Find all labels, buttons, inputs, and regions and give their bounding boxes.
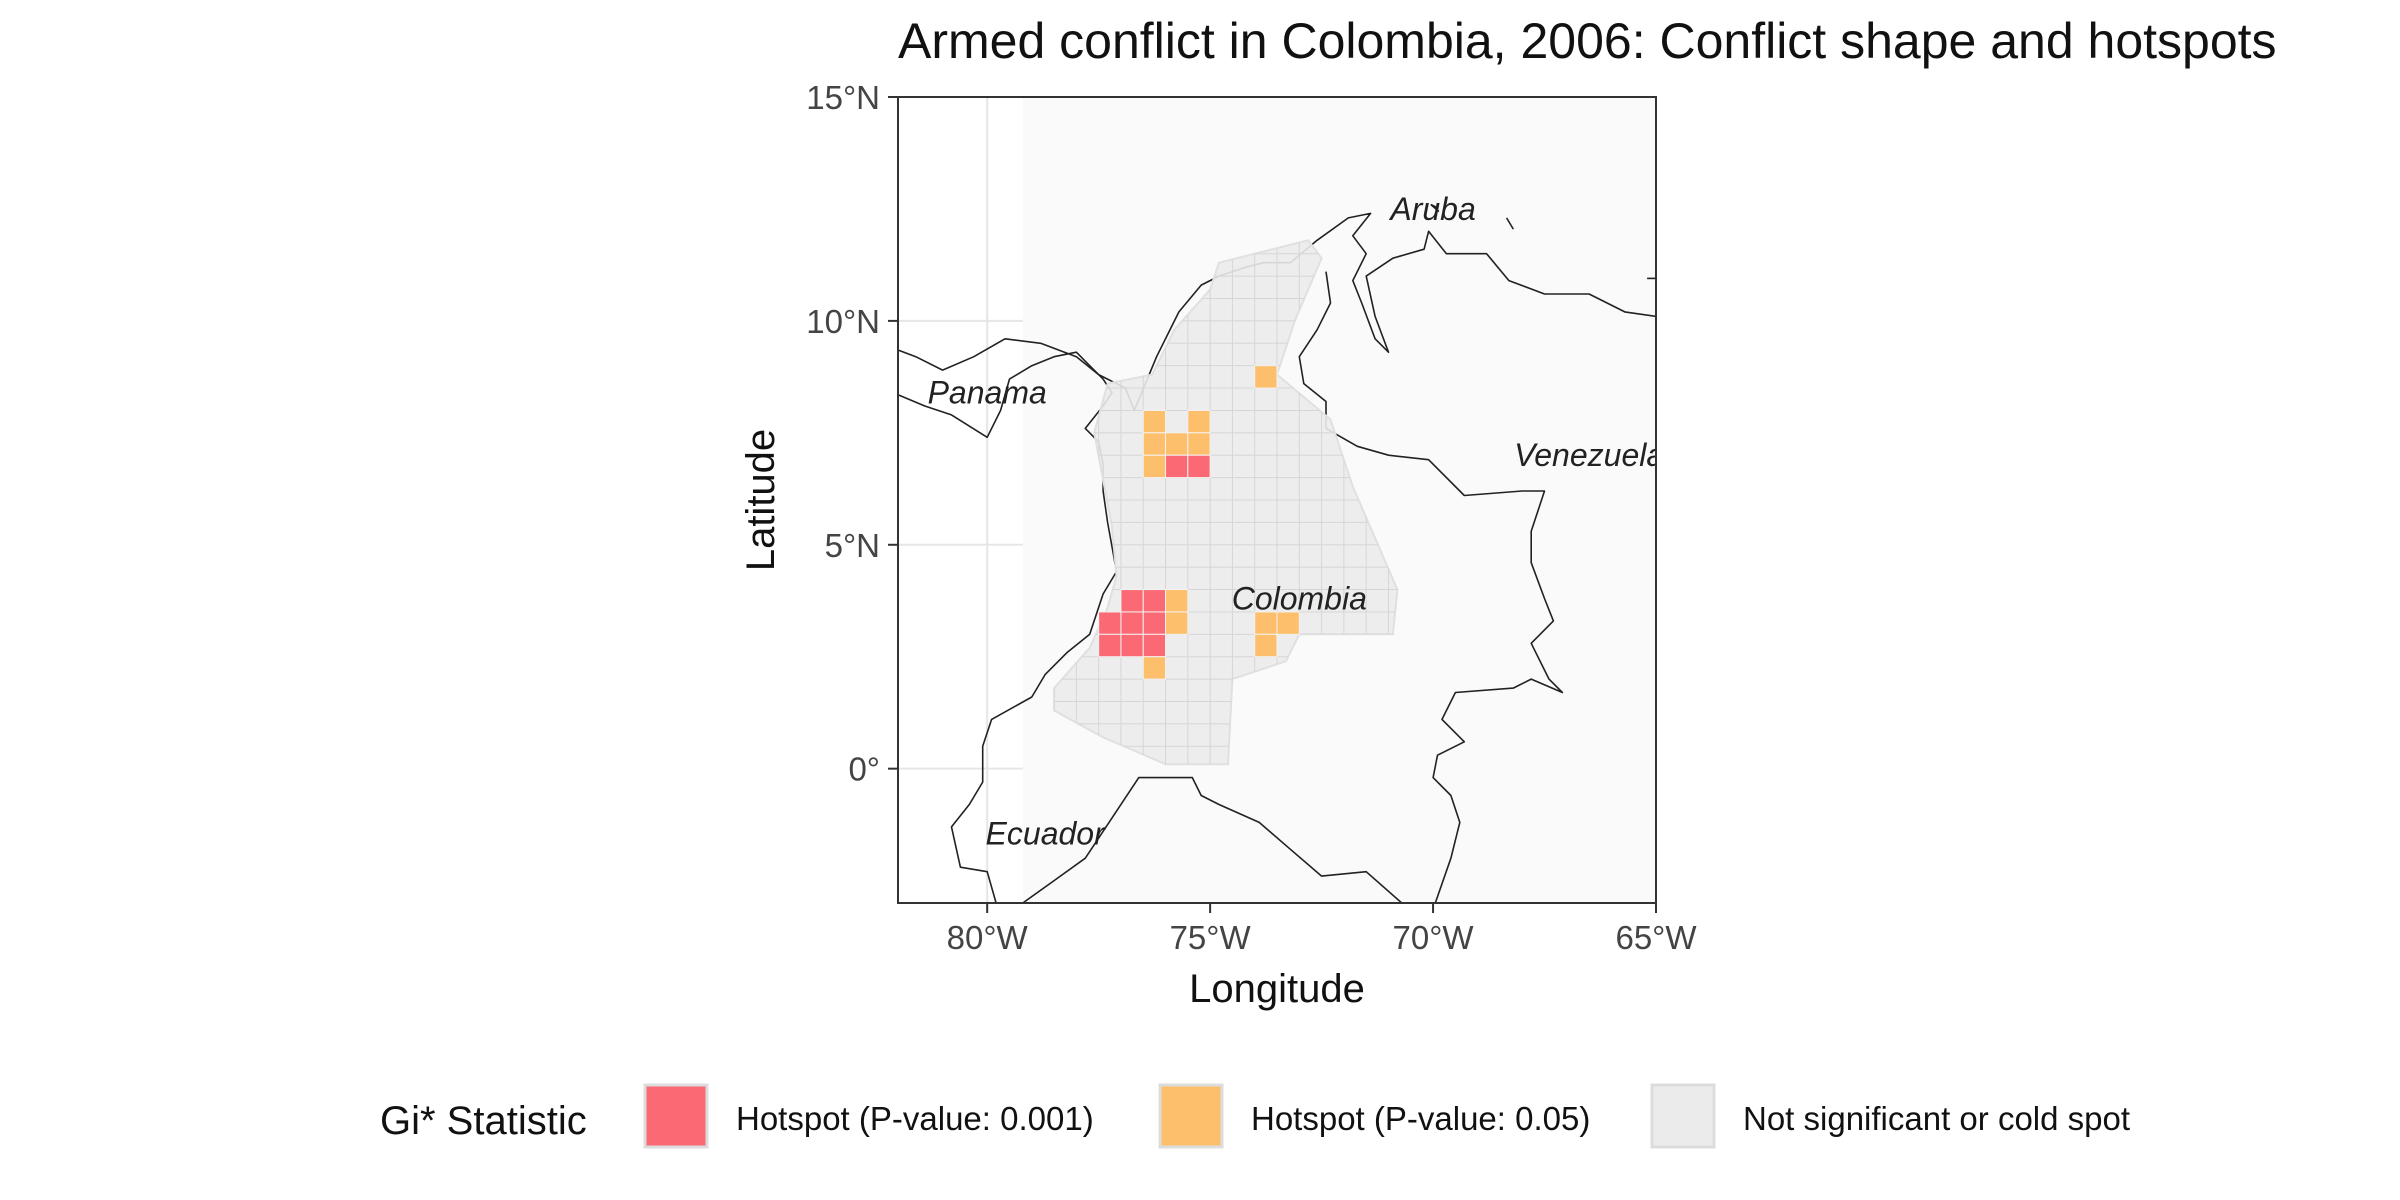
country-label-aruba: Aruba [1388,191,1475,227]
hotspot-cell-hot005 [1142,656,1167,680]
y-tick-label: 0° [848,751,880,788]
hotspot-cell-hot001 [1142,589,1167,613]
legend-label-hot001: Hotspot (P-value: 0.001) [736,1100,1094,1137]
hotspot-cell-hot005 [1187,432,1211,456]
country-labels: Aruba Panama Venezuela Colombia Ecuador [928,191,1664,852]
x-tick-label: 75°W [1170,919,1252,956]
hotspot-cell-hot001 [1098,633,1122,658]
country-label-panama: Panama [928,375,1047,411]
hotspot-cell-hot005 [1254,365,1278,389]
legend: Gi* Statistic Hotspot (P-value: 0.001) Ho… [380,1083,2130,1149]
country-label-venezuela: Venezuela [1514,437,1664,473]
hotspot-cell-hot005 [1142,409,1167,434]
hotspot-cell-hot001 [1142,633,1167,658]
hotspot-cell-hot001 [1120,611,1144,635]
hotspot-cell-hot005 [1165,432,1189,456]
y-axis-title: Latitude [739,429,783,571]
legend-key-hot005 [1158,1083,1224,1149]
legend-label-ns: Not significant or cold spot [1743,1100,2130,1137]
country-border [1505,217,1514,230]
country-border [1298,271,1564,903]
hotspot-cell-hot001 [1120,633,1144,658]
country-label-ecuador: Ecuador [986,816,1107,852]
hotspot-cell-hot005 [1165,589,1189,613]
hotspot-cell-hot005 [1165,611,1189,635]
hotspot-cell-hot005 [1187,409,1211,434]
x-tick-label: 80°W [947,919,1029,956]
axis-ticks: 80°W 75°W 70°W 65°W 0° 5°N 10°N 15°N [806,79,1697,956]
map-panel-frame [897,96,1657,904]
hotspot-cell-hot001 [1120,589,1144,613]
country-border [1022,776,1403,903]
hotspot-cell-hot005 [1254,633,1278,658]
legend-key-ns [1650,1083,1716,1149]
x-tick-label: 65°W [1615,919,1697,956]
y-tick-label: 15°N [806,79,880,116]
x-tick-label: 70°W [1393,919,1475,956]
hotspot-cell-hot001 [1098,611,1122,635]
country-border [898,212,1656,412]
y-tick-label: 5°N [825,527,880,564]
hotspot-cell-hot005 [1276,611,1300,635]
hotspot-cells [1098,365,1300,680]
hotspot-cell-hot001 [1187,454,1211,479]
hotspot-cell-hot005 [1142,454,1167,479]
legend-label-hot005: Hotspot (P-value: 0.05) [1251,1100,1590,1137]
map-title: Armed conflict in Colombia, 2006: Confli… [898,13,2277,69]
hotspot-cell-hot005 [1142,432,1167,456]
country-label-colombia: Colombia [1232,581,1367,617]
hotspot-cell-hot001 [1165,454,1189,479]
country-border [1430,203,1440,212]
hotspot-cell-hot001 [1142,611,1167,635]
x-axis-title: Longitude [1189,967,1365,1011]
y-tick-label: 10°N [806,303,880,340]
legend-key-hot001 [643,1083,709,1149]
legend-title: Gi* Statistic [380,1099,587,1143]
